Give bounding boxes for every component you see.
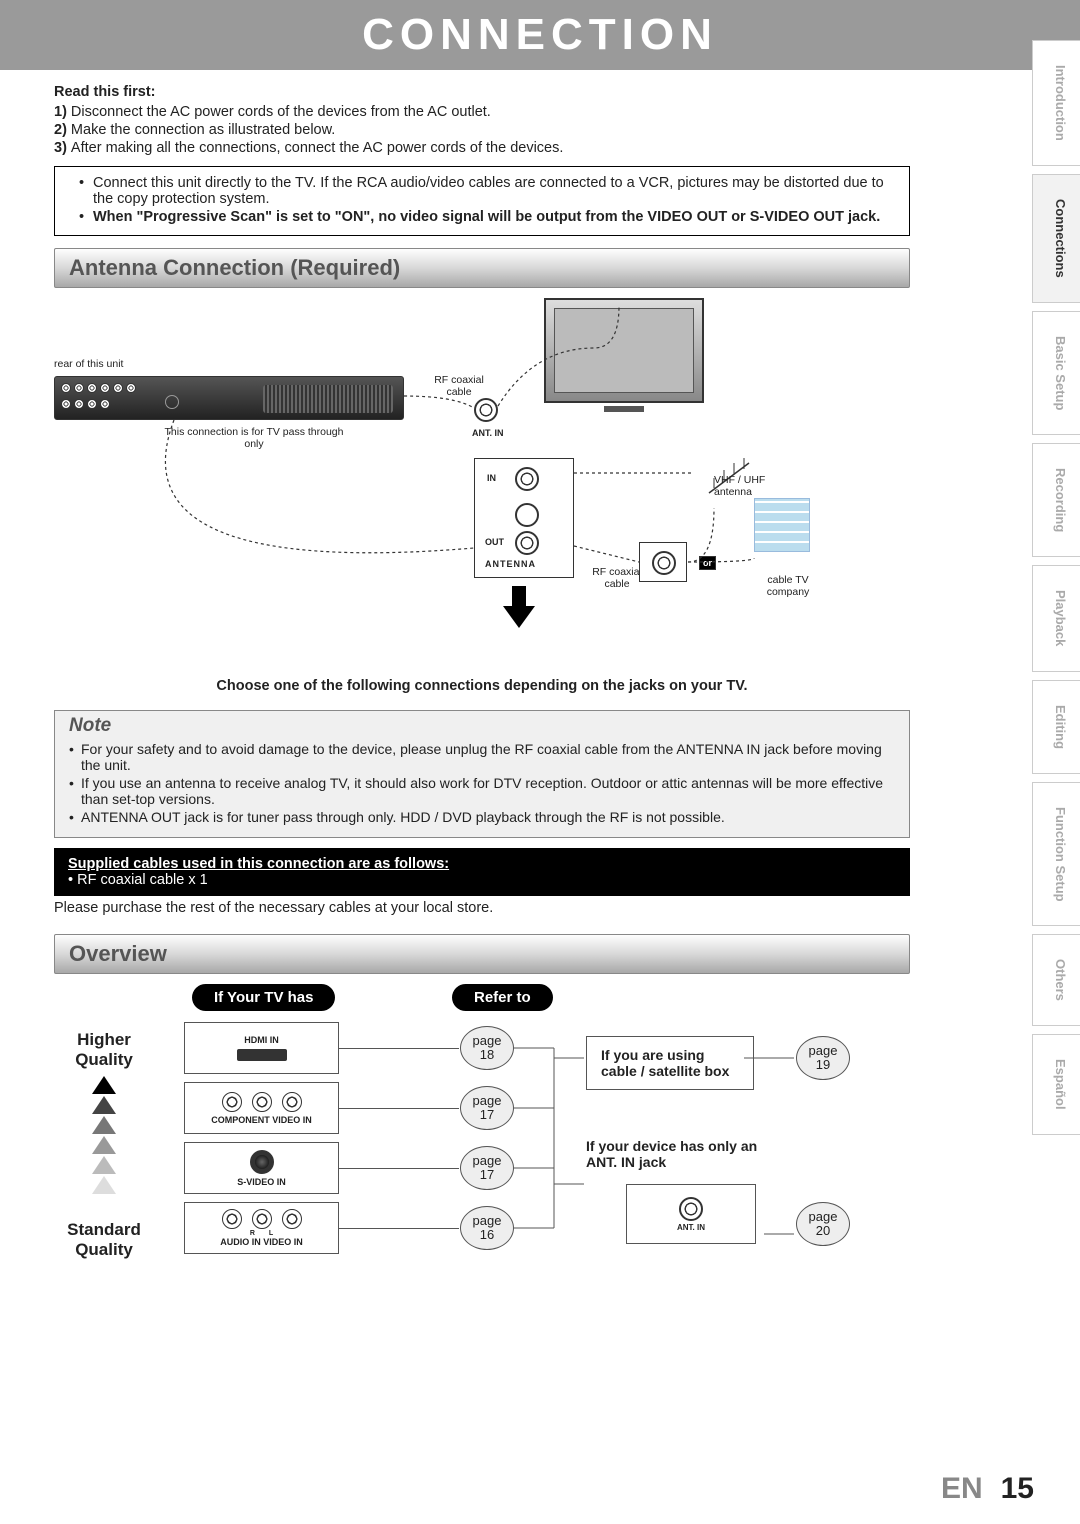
page-16: page16 <box>460 1206 514 1250</box>
note-bullet-2: If you use an antenna to receive analog … <box>81 775 895 807</box>
section-overview: Overview <box>54 934 910 974</box>
info-bullet-1: Connect this unit directly to the TV. If… <box>93 175 895 207</box>
page-number: 15 <box>1001 1472 1034 1505</box>
section-antenna: Antenna Connection (Required) <box>54 248 910 288</box>
lang-label: EN <box>941 1472 983 1505</box>
page-19: page19 <box>796 1036 850 1080</box>
tab-playback[interactable]: Playback <box>1032 565 1080 671</box>
main-content: Read this first: 1) Disconnect the AC po… <box>0 70 960 1294</box>
opt-component: COMPONENT VIDEO IN <box>184 1082 339 1134</box>
opt-svideo: S-VIDEO IN <box>184 1142 339 1194</box>
page-footer: EN 15 <box>941 1472 1034 1506</box>
supplied-line: • RF coaxial cable x 1 <box>68 872 896 888</box>
read-item-2: Make the connection as illustrated below… <box>71 122 335 138</box>
read-first-list: 1) Disconnect the AC power cords of the … <box>54 104 910 156</box>
tab-editing[interactable]: Editing <box>1032 680 1080 774</box>
read-item-1: Disconnect the AC power cords of the dev… <box>71 104 491 120</box>
opt-hdmi: HDMI IN <box>184 1022 339 1074</box>
page-17a: page17 <box>460 1086 514 1130</box>
opt-composite: RL AUDIO IN VIDEO IN <box>184 1202 339 1254</box>
higher-quality-label: Higher Quality <box>54 1030 154 1070</box>
ant-only-label: If your device has only an ANT. IN jack <box>586 1138 776 1170</box>
read-first-heading: Read this first: <box>54 84 910 100</box>
tab-function-setup[interactable]: Function Setup <box>1032 782 1080 927</box>
connection-lines <box>54 298 854 658</box>
note-title: Note <box>69 715 895 737</box>
tab-connections[interactable]: Connections <box>1032 174 1080 303</box>
page-17b: page17 <box>460 1146 514 1190</box>
tab-recording[interactable]: Recording <box>1032 443 1080 557</box>
purchase-line: Please purchase the rest of the necessar… <box>54 900 910 916</box>
choose-text: Choose one of the following connections … <box>54 678 910 694</box>
tab-espanol[interactable]: Español <box>1032 1034 1080 1135</box>
info-bullet-2: When "Progressive Scan" is set to "ON", … <box>93 209 880 225</box>
supplied-cables-box: Supplied cables used in this connection … <box>54 848 910 896</box>
ant-in-port-box: ANT. IN <box>626 1184 756 1244</box>
info-box: •Connect this unit directly to the TV. I… <box>54 166 910 236</box>
tab-others[interactable]: Others <box>1032 934 1080 1026</box>
note-bullet-1: For your safety and to avoid damage to t… <box>81 741 895 773</box>
col-refer-to: Refer to <box>452 984 553 1011</box>
quality-arrows <box>92 1076 116 1194</box>
page-18: page18 <box>460 1026 514 1070</box>
antenna-diagram: rear of this unit This connection is for… <box>54 298 910 668</box>
tab-basic-setup[interactable]: Basic Setup <box>1032 311 1080 435</box>
note-box: Note •For your safety and to avoid damag… <box>54 710 910 838</box>
note-bullet-3: ANTENNA OUT jack is for tuner pass throu… <box>81 809 725 825</box>
page-20: page20 <box>796 1202 850 1246</box>
supplied-title: Supplied cables used in this connection … <box>68 856 896 872</box>
down-arrow-icon <box>503 606 535 628</box>
side-tabs: Introduction Connections Basic Setup Rec… <box>1032 40 1080 1143</box>
col-tv-has: If Your TV has <box>192 984 335 1011</box>
tab-introduction[interactable]: Introduction <box>1032 40 1080 166</box>
standard-quality-label: Standard Quality <box>54 1220 154 1260</box>
page-header: CONNECTION <box>0 0 1080 70</box>
cable-sat-box: If you are using cable / satellite box <box>586 1036 754 1090</box>
overview-diagram: Higher Quality Standard Quality If Your … <box>54 984 910 1294</box>
read-item-3: After making all the connections, connec… <box>71 140 563 156</box>
